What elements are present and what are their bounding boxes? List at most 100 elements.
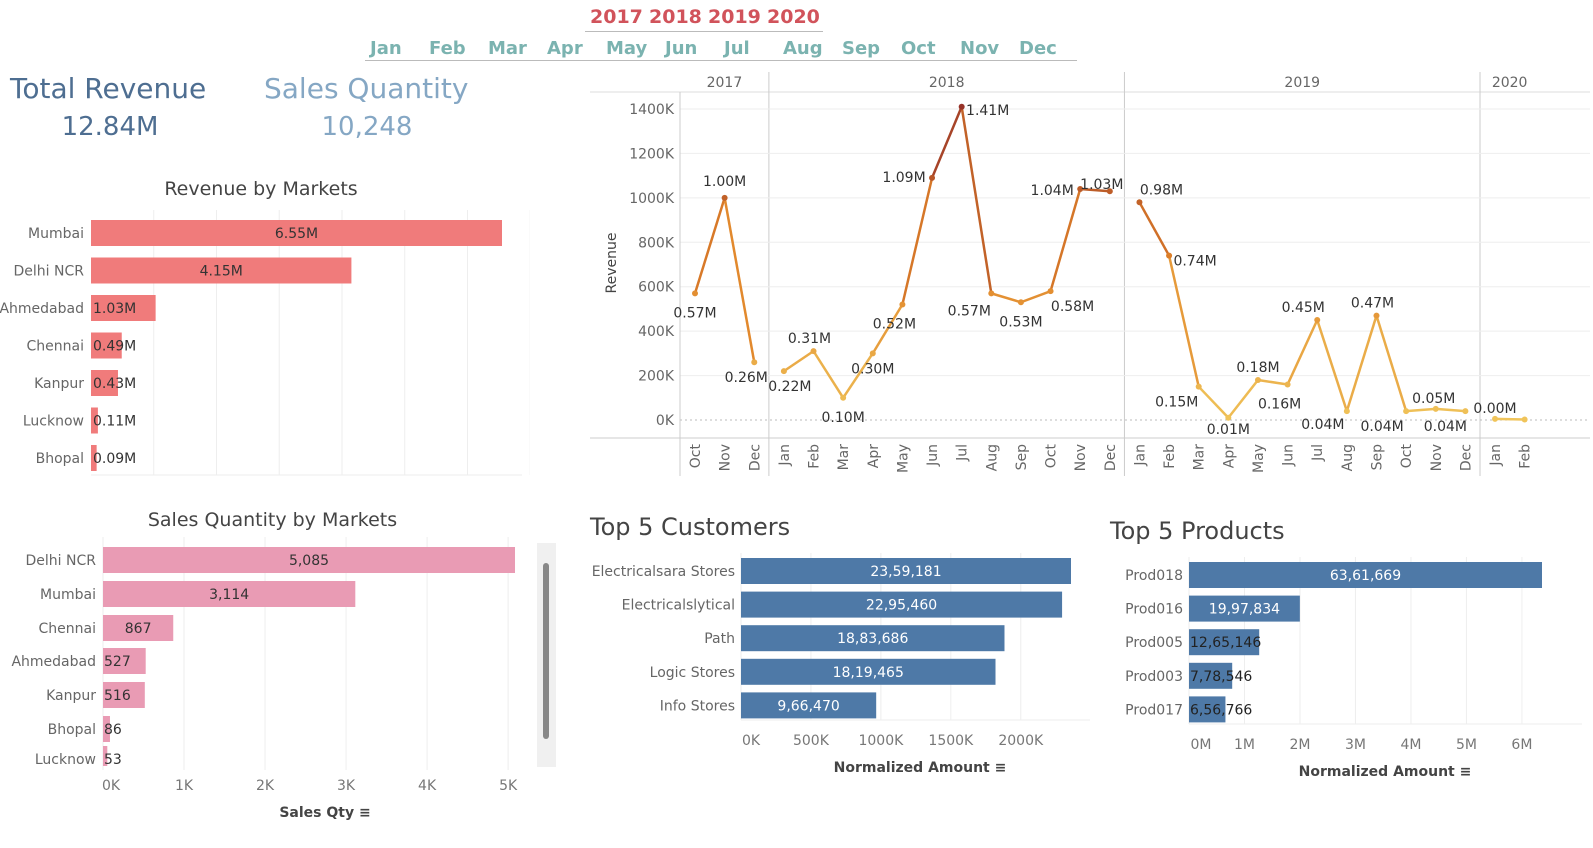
series-line-segment xyxy=(960,106,993,294)
revenue-trend-chart: 2017 2018 2019 2020 0K 200K 400K 600K 800K 1000K 1… xyxy=(590,72,1590,476)
series-line-segment xyxy=(1049,188,1082,292)
category-label: Lucknow xyxy=(35,752,96,768)
month-filter-may[interactable]: May xyxy=(606,38,648,59)
y-tick-label: 1200K xyxy=(629,146,675,162)
year-filter-2018[interactable]: 2018 xyxy=(649,6,702,28)
data-label: 1.00M xyxy=(703,174,746,190)
data-label: 0.30M xyxy=(851,361,894,377)
category-label: Lucknow xyxy=(23,414,84,430)
data-label: 0.10M xyxy=(822,410,865,426)
x-tick-label: Apr xyxy=(866,444,882,468)
data-label: 527 xyxy=(104,654,131,670)
category-label: Kanpur xyxy=(34,376,84,392)
month-filter-dec[interactable]: Dec xyxy=(1019,38,1057,59)
data-label: 1.41M xyxy=(966,103,1009,119)
month-filter-feb[interactable]: Feb xyxy=(429,38,466,59)
x-tick-label: Oct xyxy=(1044,444,1060,469)
month-filter: Jan Feb Mar Apr May Jun Jul Aug Sep Oct … xyxy=(365,38,1077,64)
data-label: 0.00M xyxy=(1473,401,1516,417)
data-label: 53 xyxy=(104,752,122,768)
category-label: Electricalsara Stores xyxy=(592,564,735,580)
x-tick-label: Dec xyxy=(1458,444,1474,471)
data-label: 4.15M xyxy=(200,264,243,280)
data-point xyxy=(988,290,995,297)
year-filter-2019[interactable]: 2019 xyxy=(708,6,761,28)
data-point xyxy=(899,301,906,308)
category-label: Kanpur xyxy=(46,688,96,704)
bar xyxy=(741,625,1005,652)
data-label: 0.53M xyxy=(999,314,1042,330)
series-line-segment xyxy=(1197,385,1230,419)
x-tick-label: Sep xyxy=(1014,444,1030,471)
data-label: 0.09M xyxy=(93,451,136,467)
data-label: 7,78,546 xyxy=(1190,669,1252,685)
series-line-segment xyxy=(1227,379,1259,419)
x-axis-title: Normalized Amount ≡ xyxy=(834,760,1007,776)
month-filter-mar[interactable]: Mar xyxy=(488,38,527,59)
year-filter-2020[interactable]: 2020 xyxy=(767,6,820,28)
data-point xyxy=(692,290,698,297)
data-label: 18,83,686 xyxy=(837,631,908,647)
month-filter-oct[interactable]: Oct xyxy=(901,38,936,59)
bar xyxy=(91,445,97,471)
y-tick-label: 0K xyxy=(656,413,675,429)
x-tick-label: 0K xyxy=(742,733,761,749)
series-line-segment xyxy=(1435,407,1466,413)
x-tick-label: Dec xyxy=(1103,444,1119,471)
bar xyxy=(103,682,145,708)
x-tick-label: 3M xyxy=(1345,737,1366,753)
revenue-by-markets-title: Revenue by Markets xyxy=(164,178,358,200)
data-point xyxy=(869,350,876,357)
x-tick-label: 6M xyxy=(1511,737,1532,753)
x-tick-label: Nov xyxy=(1073,444,1089,471)
data-label: 0.47M xyxy=(1351,296,1394,312)
series-line-segment xyxy=(842,352,874,399)
series-line-segment xyxy=(1257,378,1288,386)
x-tick-label: 4K xyxy=(418,778,437,794)
data-point xyxy=(1343,408,1350,415)
top5-products-chart: 0M 1M 2M 3M 4M 5M 6M Prod018 63,61,669 Prod016 19,… xyxy=(1125,557,1582,780)
x-tick-label: May xyxy=(1251,444,1267,473)
year-header-2019: 2019 xyxy=(1284,75,1320,91)
x-tick-label: Aug xyxy=(1340,444,1356,471)
data-point xyxy=(780,368,787,375)
month-filter-sep[interactable]: Sep xyxy=(842,38,881,59)
category-label: Prod005 xyxy=(1125,635,1183,651)
data-point xyxy=(1432,405,1439,412)
qty-chart-scrollbar-track[interactable] xyxy=(537,543,556,767)
data-point xyxy=(1017,299,1024,306)
month-filter-apr[interactable]: Apr xyxy=(547,38,583,59)
x-tick-label: Jul xyxy=(1310,444,1326,462)
month-filter-jun[interactable]: Jun xyxy=(665,38,698,59)
month-filter-aug[interactable]: Aug xyxy=(783,38,823,59)
data-label: 19,97,834 xyxy=(1209,602,1280,618)
data-label: 0.11M xyxy=(93,414,136,430)
year-header-2020: 2020 xyxy=(1492,75,1528,91)
data-label: 1.03M xyxy=(1080,177,1123,193)
bar xyxy=(741,591,1063,618)
category-label: Ahmedabad xyxy=(11,654,96,670)
x-tick-label: Oct xyxy=(688,444,704,469)
month-filter-jul[interactable]: Jul xyxy=(724,38,750,59)
year-filter-2017[interactable]: 2017 xyxy=(590,6,643,28)
data-point xyxy=(929,174,936,181)
data-label: 0.58M xyxy=(1051,299,1094,315)
data-label: 3,114 xyxy=(209,587,249,603)
top5-products-title: Top 5 Products xyxy=(1110,517,1285,545)
x-tick-label: 5K xyxy=(499,778,518,794)
series-line-segment xyxy=(1080,187,1110,193)
bar xyxy=(91,220,502,246)
x-tick-label: 2K xyxy=(256,778,275,794)
series-line-segment xyxy=(1494,417,1525,421)
data-point xyxy=(1521,416,1528,423)
data-point xyxy=(1136,199,1143,206)
qty-chart-scrollbar-thumb[interactable] xyxy=(543,563,549,739)
data-point xyxy=(810,348,817,355)
month-filter-nov[interactable]: Nov xyxy=(960,38,1000,59)
data-label: 0.05M xyxy=(1412,391,1455,407)
data-label: 516 xyxy=(104,688,131,704)
year-filter-underline xyxy=(585,31,823,32)
data-label: 0.98M xyxy=(1140,182,1183,198)
month-filter-jan[interactable]: Jan xyxy=(370,38,402,59)
data-label: 0.45M xyxy=(1282,300,1325,316)
